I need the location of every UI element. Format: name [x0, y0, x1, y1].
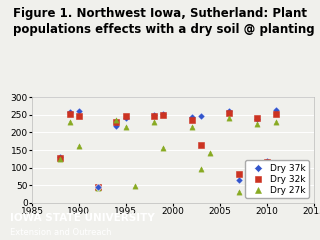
Point — [255, 117, 260, 121]
Point — [283, 162, 288, 166]
Point — [58, 157, 63, 161]
Point — [189, 115, 194, 119]
Point — [58, 156, 63, 160]
Point — [198, 168, 204, 171]
Point — [227, 109, 232, 113]
Point — [274, 112, 279, 116]
Point — [161, 146, 166, 150]
Point — [95, 185, 100, 189]
Point — [255, 116, 260, 120]
Text: Extension and Outreach: Extension and Outreach — [10, 228, 111, 237]
Point — [151, 113, 156, 117]
Point — [114, 124, 119, 128]
Text: IOWA STATE UNIVERSITY: IOWA STATE UNIVERSITY — [10, 213, 154, 223]
Point — [151, 120, 156, 124]
Point — [236, 190, 241, 194]
Point — [95, 186, 100, 190]
Point — [236, 172, 241, 176]
Point — [76, 144, 82, 148]
Point — [198, 114, 204, 118]
Point — [76, 109, 82, 113]
Point — [67, 112, 72, 116]
Point — [114, 120, 119, 124]
Point — [76, 114, 82, 117]
Point — [189, 125, 194, 129]
Point — [264, 160, 269, 164]
Point — [264, 159, 269, 162]
Legend: Dry 37k, Dry 32k, Dry 27k: Dry 37k, Dry 32k, Dry 27k — [245, 161, 309, 198]
Point — [161, 113, 166, 117]
Point — [151, 114, 156, 117]
Point — [274, 108, 279, 111]
Point — [67, 120, 72, 124]
Point — [114, 118, 119, 122]
Point — [123, 114, 128, 117]
Point — [189, 118, 194, 122]
Point — [67, 110, 72, 114]
Point — [123, 125, 128, 129]
Point — [208, 151, 213, 155]
Point — [227, 111, 232, 115]
Point — [255, 122, 260, 126]
Point — [236, 178, 241, 182]
Point — [123, 116, 128, 120]
Point — [198, 143, 204, 147]
Point — [283, 163, 288, 167]
Point — [264, 166, 269, 169]
Point — [161, 112, 166, 116]
Point — [133, 184, 138, 188]
Point — [58, 155, 63, 159]
Point — [227, 116, 232, 120]
Point — [283, 162, 288, 166]
Point — [274, 120, 279, 124]
Point — [95, 185, 100, 189]
Text: Figure 1. Northwest Iowa, Sutherland: Plant
populations effects with a dry soil : Figure 1. Northwest Iowa, Sutherland: Pl… — [13, 7, 315, 36]
